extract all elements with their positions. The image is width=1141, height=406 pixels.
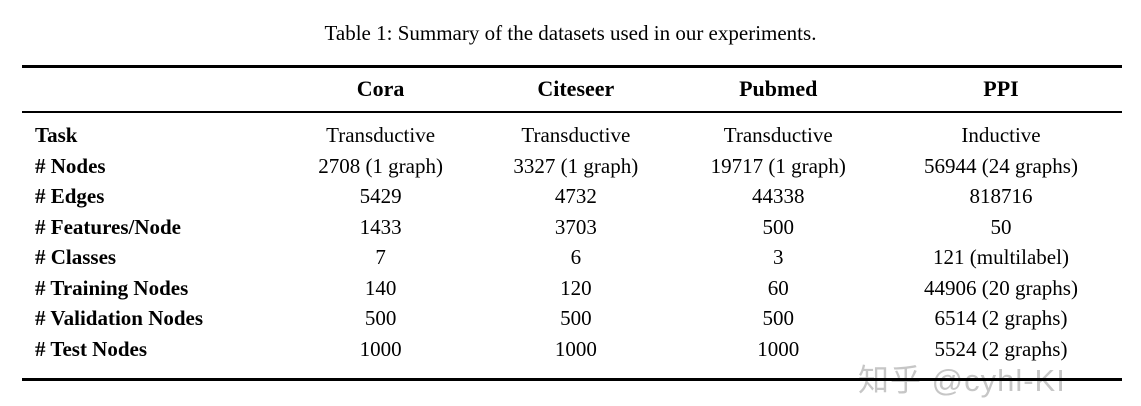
table-row-features: # Features/Node 1433 3703 500 50 [22, 212, 1122, 243]
cell-value: 500 [560, 306, 592, 330]
table-caption: Table 1: Summary of the datasets used in… [324, 21, 817, 45]
cell-value: 140 [364, 275, 397, 300]
cell-value: 56944 (24 graphs) [924, 153, 1078, 178]
cell-value: 120 [560, 275, 592, 300]
cell-value: 818716 [969, 184, 1033, 208]
cell-value: 5524 (2 graphs) [934, 336, 1068, 361]
cell-value: 19717 (1 graph) [710, 153, 846, 178]
cell-value: 5429 [359, 184, 402, 208]
cell-value: 7 [375, 245, 386, 269]
table-row-classes: # Classes 7 6 3 121 (multilabel) [22, 242, 1122, 273]
cell-value: 6514 (2 graphs) [934, 306, 1068, 330]
table-row-edges: # Edges 5429 4732 44338 818716 [22, 181, 1122, 212]
table-row-test-nodes: # Test Nodes 1000 1000 1000 5524 (2 grap… [22, 334, 1122, 380]
table-row-task: Task Transductive Transductive Transduct… [22, 112, 1122, 151]
row-label: # Training Nodes [35, 275, 189, 300]
table-row-validation-nodes: # Validation Nodes 500 500 500 6514 (2 g… [22, 303, 1122, 334]
datasets-summary-table: Cora Citeseer Pubmed PPI Task Transducti… [22, 65, 1122, 381]
cell-value: 500 [364, 306, 397, 330]
cell-value: Transductive [521, 123, 631, 147]
cell-value: 60 [767, 275, 789, 300]
header-row: Cora Citeseer Pubmed PPI [22, 66, 1122, 113]
header-cora: Cora [286, 66, 476, 113]
row-label: # Test Nodes [35, 336, 148, 361]
cell-value: 500 [762, 214, 794, 239]
cell-value: 4732 [554, 184, 597, 208]
cell-value: 121 (multilabel) [933, 245, 1069, 269]
cell-value: 3703 [554, 214, 597, 239]
header-empty-cell [22, 66, 286, 113]
table-row-nodes: # Nodes 2708 (1 graph) 3327 (1 graph) 19… [22, 151, 1122, 182]
cell-value: 500 [762, 306, 794, 330]
header-ppi: PPI [879, 66, 1122, 113]
cell-value: 44906 (20 graphs) [924, 275, 1078, 300]
table-row-training-nodes: # Training Nodes 140 120 60 44906 (20 gr… [22, 273, 1122, 304]
row-label: # Edges [35, 184, 105, 208]
cell-value: 1000 [359, 336, 402, 361]
header-pubmed: Pubmed [676, 66, 880, 113]
row-label: # Features/Node [35, 214, 182, 239]
cell-value: 3327 (1 graph) [513, 153, 639, 178]
cell-value: 3 [772, 245, 784, 269]
cell-value: 44338 [751, 184, 805, 208]
cell-value: 1000 [757, 336, 800, 361]
cell-value: 1433 [359, 214, 402, 239]
row-label: # Validation Nodes [35, 306, 204, 330]
cell-value: 50 [990, 214, 1012, 239]
cell-value: Inductive [961, 123, 1041, 147]
row-label: Task [35, 123, 78, 147]
header-citeseer: Citeseer [475, 66, 677, 113]
cell-value: Transductive [723, 123, 833, 147]
row-label: # Classes [35, 245, 117, 269]
datasets-table-container: Cora Citeseer Pubmed PPI Task Transducti… [0, 65, 1141, 381]
row-label: # Nodes [35, 153, 106, 178]
cell-value: 6 [570, 245, 582, 269]
cell-value: 1000 [554, 336, 597, 361]
cell-value: 2708 (1 graph) [318, 153, 443, 178]
cell-value: Transductive [326, 123, 436, 147]
